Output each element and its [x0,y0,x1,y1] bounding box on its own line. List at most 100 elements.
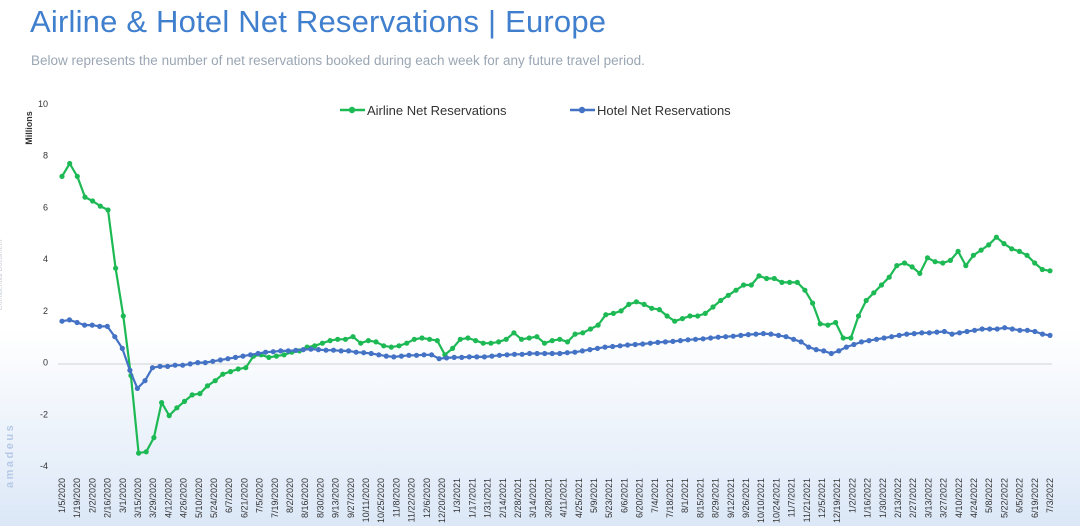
hotel-data-point[interactable] [142,378,148,384]
hotel-data-point[interactable] [481,354,487,360]
hotel-data-point[interactable] [994,326,1000,332]
hotel-data-point[interactable] [527,350,533,357]
airline-data-point[interactable] [82,194,88,200]
hotel-data-point[interactable] [217,357,223,363]
airline-data-point[interactable] [595,322,601,328]
hotel-data-point[interactable] [104,323,110,329]
hotel-data-point[interactable] [881,335,887,341]
airline-data-point[interactable] [204,383,211,389]
hotel-data-point[interactable] [1047,332,1053,338]
hotel-data-point[interactable] [413,352,420,358]
airline-data-point[interactable] [74,173,80,179]
airline-data-point[interactable] [1039,266,1045,273]
hotel-data-point[interactable] [278,348,284,354]
airline-data-point[interactable] [725,292,731,298]
hotel-data-point[interactable] [926,330,932,336]
hotel-data-point[interactable] [149,365,156,371]
airline-data-point[interactable] [917,270,923,276]
airline-data-point[interactable] [978,247,984,253]
hotel-data-point[interactable] [640,341,646,347]
hotel-data-point[interactable] [572,349,578,355]
airline-data-point[interactable] [1024,252,1030,258]
airline-data-point[interactable] [174,405,180,411]
airline-data-point[interactable] [970,252,977,258]
airline-data-point[interactable] [404,340,410,346]
airline-data-point[interactable] [511,330,517,336]
airline-data-point[interactable] [480,340,486,346]
airline-data-point[interactable] [855,313,862,319]
hotel-data-point[interactable] [904,331,910,337]
airline-data-point[interactable] [419,335,425,341]
hotel-data-point[interactable] [240,353,246,359]
hotel-data-point[interactable] [723,334,729,340]
hotel-data-point[interactable] [858,339,865,345]
airline-data-point[interactable] [243,365,249,371]
airline-data-point[interactable] [825,322,831,328]
hotel-data-point[interactable] [308,346,314,352]
hotel-data-point[interactable] [813,347,819,353]
airline-data-point[interactable] [886,274,892,280]
airline-data-point[interactable] [197,391,203,397]
hotel-data-point[interactable] [542,350,548,357]
hotel-data-point[interactable] [866,338,872,344]
hotel-data-point[interactable] [466,354,472,360]
hotel-data-point[interactable] [391,354,397,360]
airline-data-point[interactable] [373,339,379,345]
hotel-data-point[interactable] [519,351,525,357]
airline-data-point[interactable] [541,340,548,346]
airline-data-point[interactable] [963,263,969,269]
airline-data-point[interactable] [358,340,364,346]
hotel-data-point[interactable] [59,318,65,324]
airline-data-point[interactable] [534,334,540,340]
airline-data-point[interactable] [220,371,226,377]
airline-data-point[interactable] [189,392,195,398]
legend-airline[interactable]: Airline Net Reservations [340,103,507,118]
airline-data-point[interactable] [787,279,793,285]
hotel-data-point[interactable] [504,352,510,358]
hotel-data-point[interactable] [323,347,329,353]
airline-data-point[interactable] [396,343,402,349]
airline-data-point[interactable] [572,331,578,337]
hotel-data-point[interactable] [662,339,669,345]
hotel-data-point[interactable] [496,352,502,358]
airline-data-point[interactable] [924,255,931,261]
airline-data-point[interactable] [656,307,663,313]
hotel-data-point[interactable] [745,332,751,338]
airline-data-point[interactable] [273,353,279,359]
airline-data-point[interactable] [748,282,754,288]
airline-data-point[interactable] [779,279,785,285]
airline-data-point[interactable] [741,282,747,288]
airline-data-point[interactable] [810,300,816,306]
airline-data-point[interactable] [564,339,571,345]
airline-data-point[interactable] [894,263,900,269]
airline-data-point[interactable] [1001,241,1007,247]
hotel-data-point[interactable] [760,331,767,337]
airline-data-point[interactable] [641,301,647,307]
hotel-data-point[interactable] [602,344,608,350]
hotel-data-point[interactable] [956,330,963,336]
hotel-data-point[interactable] [511,351,518,357]
hotel-data-point[interactable] [843,344,850,350]
hotel-data-point[interactable] [255,350,261,357]
hotel-data-point[interactable] [127,367,133,373]
hotel-data-point[interactable] [775,332,782,338]
airline-data-point[interactable] [626,301,632,307]
hotel-data-point[interactable] [263,349,269,355]
airline-data-point[interactable] [940,260,946,266]
airline-data-point[interactable] [993,234,1000,240]
hotel-data-point[interactable] [972,327,978,333]
airline-data-point[interactable] [434,338,440,344]
hotel-data-point[interactable] [821,348,827,354]
hotel-data-point[interactable] [670,338,676,344]
airline-data-point[interactable] [549,338,555,344]
airline-data-point[interactable] [764,275,770,282]
legend-hotel[interactable]: Hotel Net Reservations [570,103,731,118]
hotel-data-point[interactable] [594,345,601,351]
airline-data-point[interactable] [878,282,885,288]
airline-data-point[interactable] [710,304,716,310]
hotel-data-point[interactable] [934,329,940,335]
hotel-data-point[interactable] [300,347,306,353]
airline-data-point[interactable] [909,264,915,270]
hotel-data-point[interactable] [949,331,955,337]
hotel-data-point[interactable] [74,319,80,326]
